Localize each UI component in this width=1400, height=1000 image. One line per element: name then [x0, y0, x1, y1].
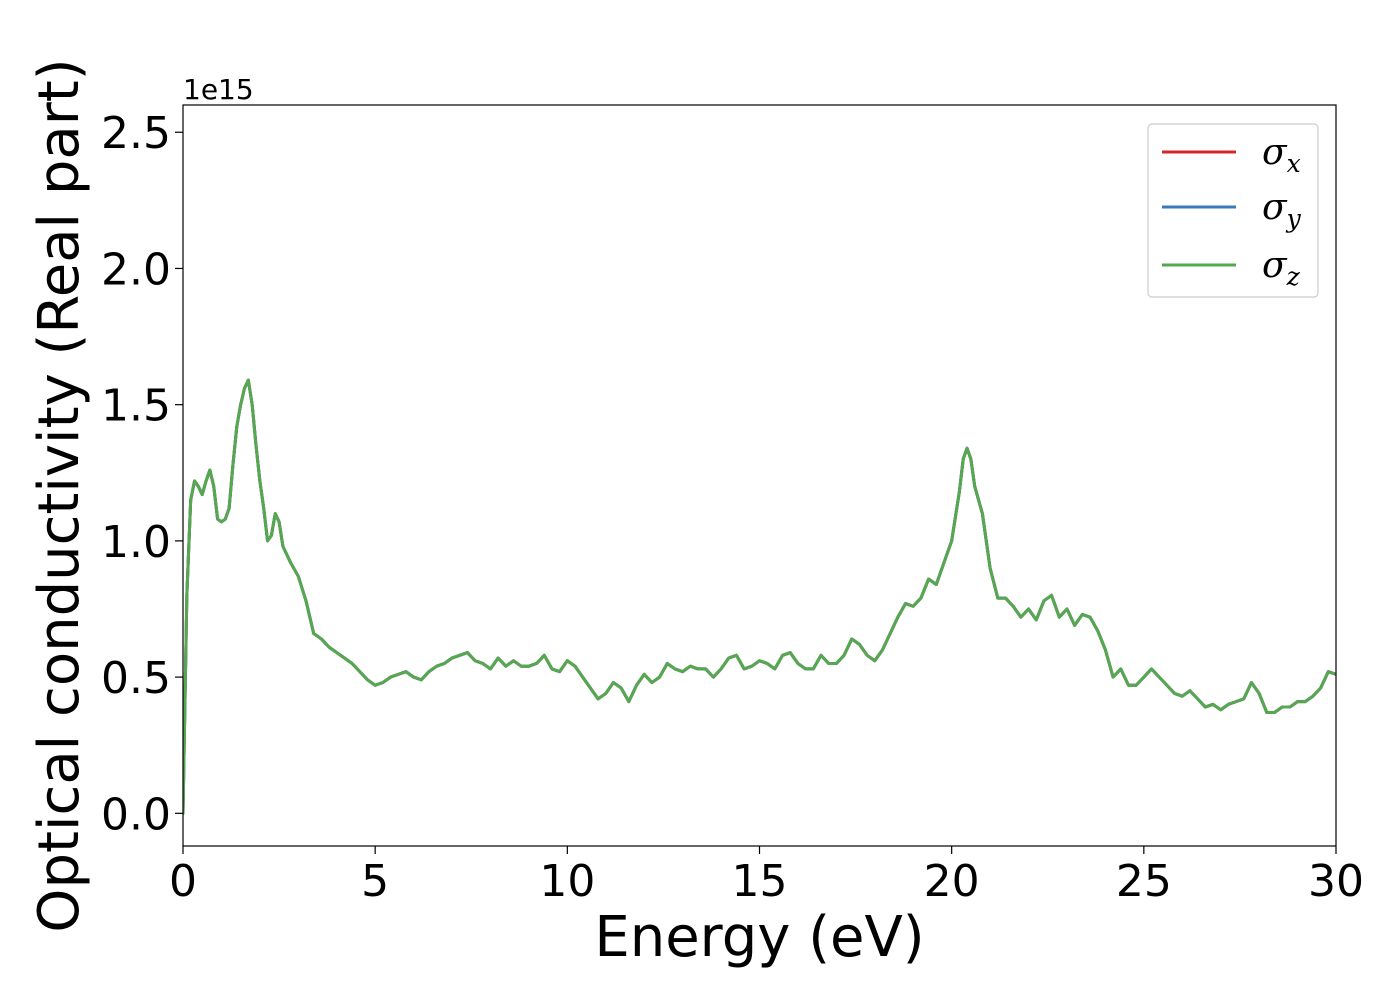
legend-label-x: σx — [1262, 132, 1301, 178]
x-tick-label: 10 — [539, 856, 595, 907]
series-layer — [183, 378, 1336, 815]
x-tick-label: 30 — [1308, 856, 1364, 907]
x-tick-label: 20 — [924, 856, 980, 907]
y-tick-label: 1.5 — [101, 381, 171, 432]
x-axis-label: Energy (eV) — [594, 905, 924, 970]
x-tick-label: 15 — [732, 856, 788, 907]
y-tick-label: 1.0 — [101, 517, 171, 568]
y-tick-label: 0.5 — [101, 653, 171, 704]
y-axis-label: Optical conductivity (Real part) — [27, 58, 92, 932]
series-line-y — [183, 378, 1336, 815]
y-tick-label: 2.5 — [101, 108, 171, 159]
legend-label-base: σ — [1262, 187, 1288, 228]
series-line-z — [183, 378, 1336, 815]
y-offset-label: 1e15 — [183, 73, 254, 106]
x-axis-ticks: 0 5 10 15 20 25 30 — [169, 846, 1364, 907]
x-tick-label: 0 — [169, 856, 197, 907]
legend-label-base: σ — [1262, 132, 1288, 173]
y-tick-label: 0.0 — [101, 789, 171, 840]
legend-box — [1147, 123, 1319, 298]
x-tick-label: 5 — [361, 856, 389, 907]
legend-label-base: σ — [1262, 245, 1288, 286]
x-tick-label: 25 — [1116, 856, 1172, 907]
legend-label-z: σz — [1262, 245, 1301, 291]
legend-label-subscript: y — [1286, 204, 1302, 233]
series-line-x — [183, 378, 1336, 815]
y-axis-ticks: 0.0 0.5 1.0 1.5 2.0 2.5 — [101, 108, 183, 840]
legend-label-y: σy — [1262, 187, 1302, 233]
y-tick-label: 2.0 — [101, 244, 171, 295]
legend-label-subscript: x — [1287, 149, 1301, 178]
legend-label-subscript: z — [1286, 262, 1301, 291]
